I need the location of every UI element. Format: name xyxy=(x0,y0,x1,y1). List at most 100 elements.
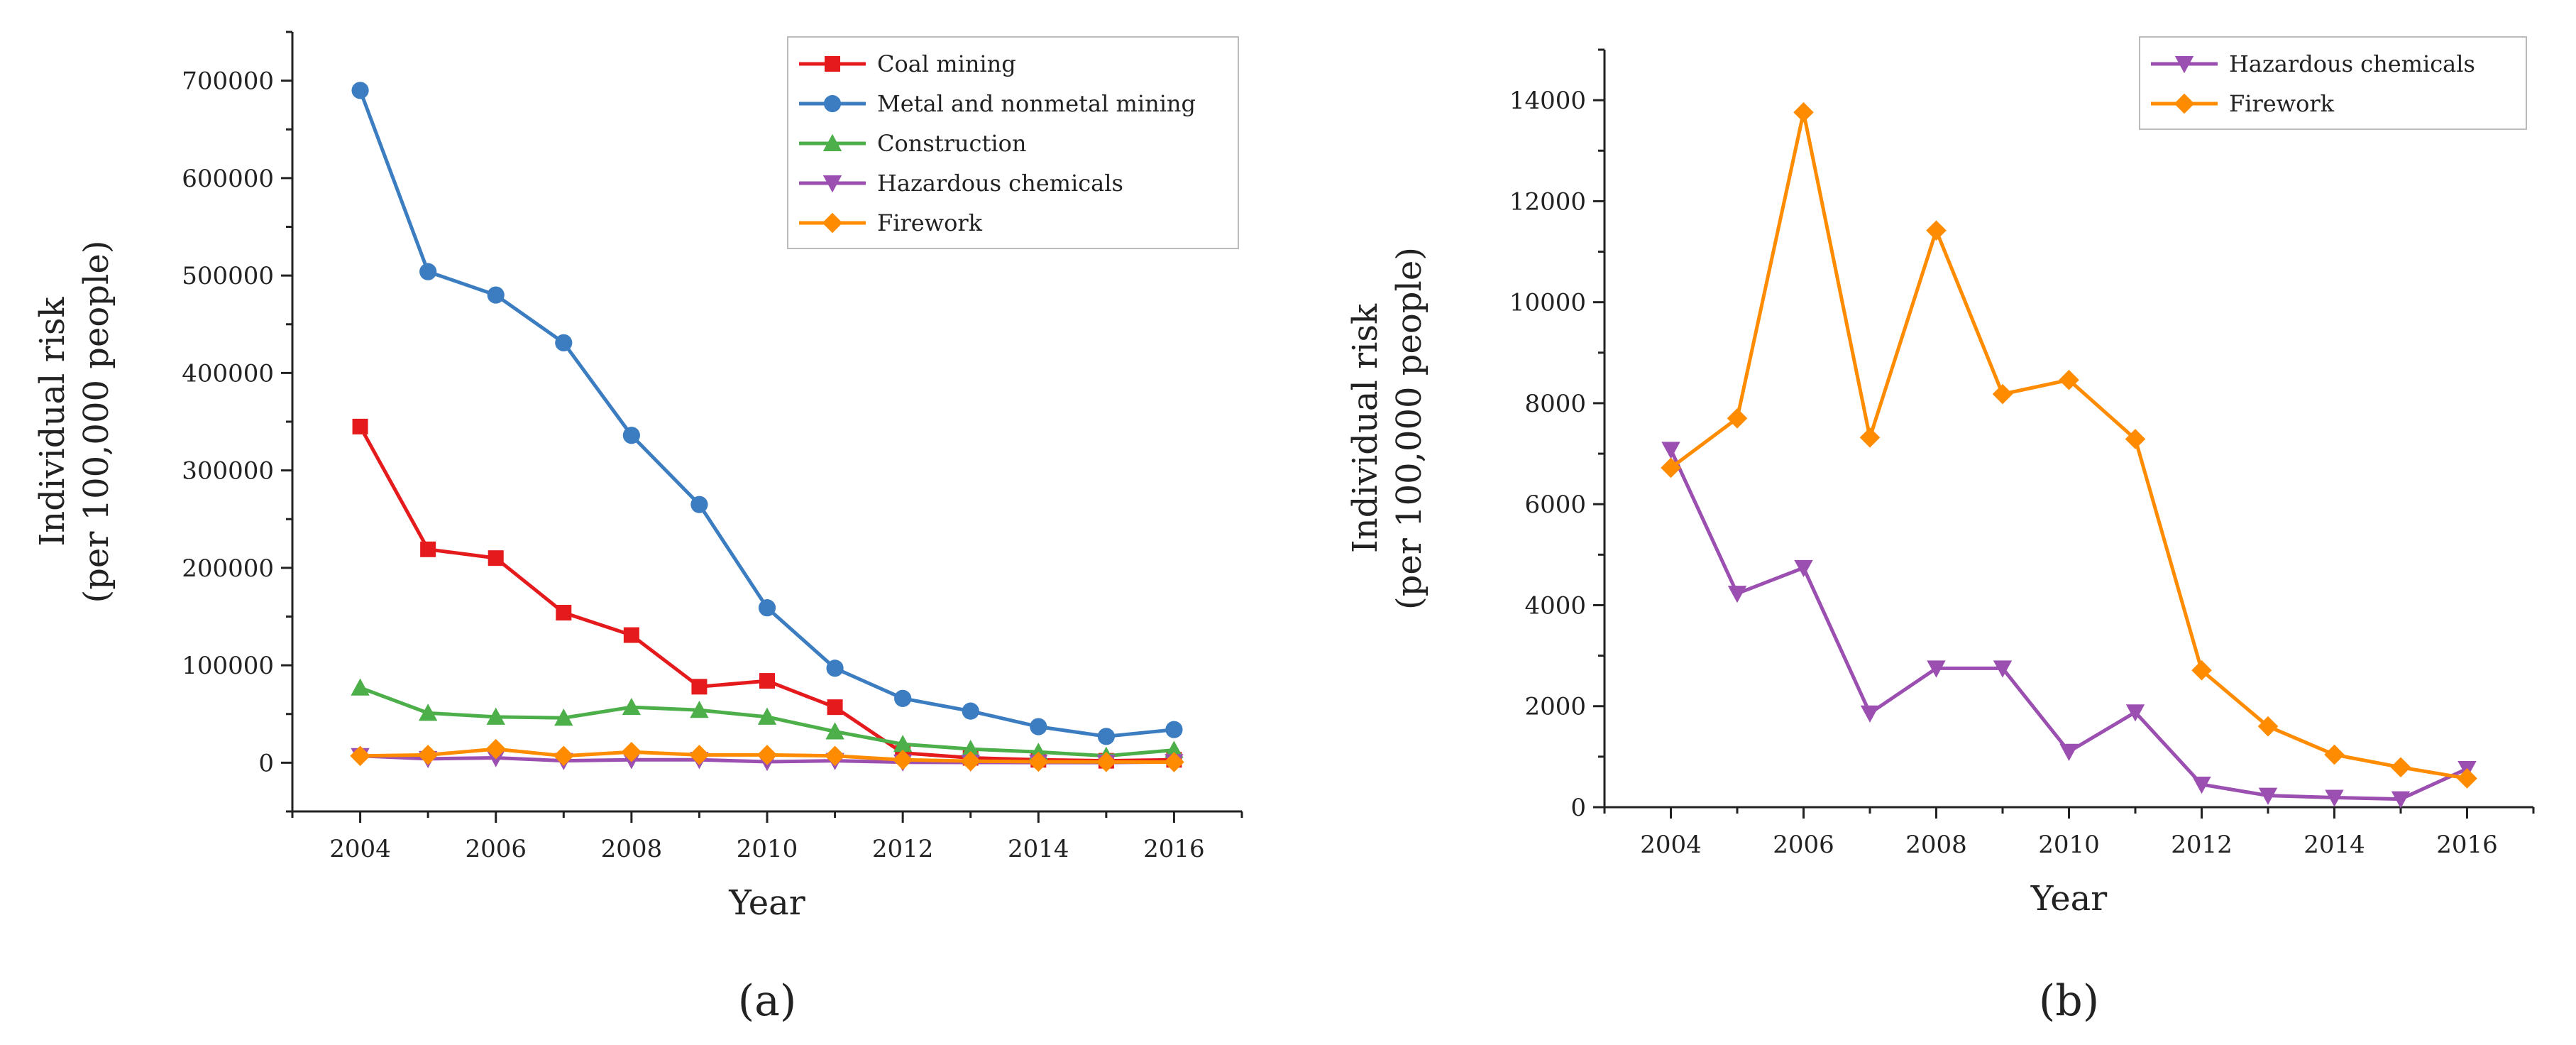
legend-label: Coal mining xyxy=(877,50,1016,77)
data-point xyxy=(825,722,844,740)
x-tick-label: 2012 xyxy=(2171,831,2233,859)
y-tick-label: 12000 xyxy=(1509,187,1586,216)
panel-label: (b) xyxy=(2039,976,2099,1026)
data-point xyxy=(1992,383,2013,405)
data-point xyxy=(1793,102,1814,123)
legend-label: Hazardous chemicals xyxy=(877,170,1123,197)
legend-label: Hazardous chemicals xyxy=(2229,50,2475,77)
data-point xyxy=(1927,660,1946,678)
data-point xyxy=(1661,457,1681,478)
x-tick-label: 2006 xyxy=(1773,831,1834,859)
data-point xyxy=(621,741,642,762)
legend-label: Construction xyxy=(877,130,1026,157)
data-point xyxy=(961,739,980,757)
y-axis-title: Individual risk xyxy=(1345,303,1385,553)
legend-box xyxy=(2139,36,2527,130)
data-point xyxy=(622,427,640,444)
axes: 0 100000 200000 300000 400000 500000 600000 700… xyxy=(33,31,1243,923)
y-axis-subtitle: (per 100,000 people) xyxy=(1389,247,1429,610)
data-point xyxy=(486,707,505,725)
data-point xyxy=(1030,718,1047,735)
data-point xyxy=(960,750,981,772)
data-point xyxy=(488,550,504,567)
data-point xyxy=(758,599,776,617)
y-tick-label: 700000 xyxy=(182,67,274,96)
series-hazardous-chemicals xyxy=(1661,442,2477,809)
data-point xyxy=(1028,751,1049,772)
data-point xyxy=(1096,751,1117,772)
data-point xyxy=(419,263,437,280)
x-tick-label: 2004 xyxy=(329,835,391,863)
legend-swatch-marker xyxy=(2174,56,2194,74)
series-metal-and-nonmetal-mining xyxy=(351,82,1183,745)
y-tick-label: 10000 xyxy=(1509,289,1586,317)
data-point xyxy=(2391,791,2411,809)
data-point xyxy=(351,678,370,696)
data-point xyxy=(485,738,507,760)
panel-label: (a) xyxy=(738,976,797,1026)
x-tick-label: 2014 xyxy=(1008,835,1069,863)
data-point xyxy=(2457,768,2477,789)
y-tick-label: 8000 xyxy=(1524,390,1586,418)
y-tick-label: 14000 xyxy=(1509,87,1586,115)
y-tick-label: 200000 xyxy=(182,554,274,583)
data-point xyxy=(2059,743,2079,761)
x-axis-title: Year xyxy=(728,883,805,923)
legend-label: Metal and nonmetal mining xyxy=(877,90,1196,117)
data-point xyxy=(555,334,573,351)
data-point xyxy=(554,708,573,726)
data-point xyxy=(2125,429,2146,449)
data-point xyxy=(825,745,845,767)
x-axis-title: Year xyxy=(2030,879,2108,919)
data-point xyxy=(2192,776,2211,794)
y-tick-label: 4000 xyxy=(1524,591,1586,620)
x-tick-label: 2010 xyxy=(2038,831,2100,859)
series-line xyxy=(1670,110,2467,780)
series-firework xyxy=(1661,102,2477,789)
data-point xyxy=(2324,744,2345,765)
data-point xyxy=(1661,442,1680,459)
x-tick-label: 2014 xyxy=(2303,831,2365,859)
data-point xyxy=(417,745,439,765)
y-tick-label: 2000 xyxy=(1524,693,1586,721)
legend-swatch-marker xyxy=(822,133,842,151)
data-point xyxy=(690,496,708,513)
data-point xyxy=(894,689,912,707)
data-point xyxy=(826,660,844,677)
legend-swatch-marker xyxy=(823,94,842,113)
data-point xyxy=(2257,716,2279,737)
chart-a: 0 100000 200000 300000 400000 500000 600000 700… xyxy=(33,31,1243,1026)
y-tick-label: 300000 xyxy=(182,457,274,486)
data-point xyxy=(1164,752,1184,772)
y-tick-label: 0 xyxy=(1570,794,1586,822)
data-point xyxy=(2325,789,2344,807)
y-tick-label: 100000 xyxy=(182,652,274,680)
y-tick-label: 6000 xyxy=(1524,491,1586,519)
data-point xyxy=(1860,705,1880,723)
data-point xyxy=(1859,427,1881,448)
data-point xyxy=(757,707,777,725)
y-axis-subtitle: (per 100,000 people) xyxy=(77,240,116,603)
data-point xyxy=(2125,704,2145,722)
series-firework xyxy=(350,738,1184,772)
legend-label: Firework xyxy=(877,209,983,236)
data-point xyxy=(2059,369,2079,390)
data-point xyxy=(487,286,505,304)
data-point xyxy=(689,745,710,765)
legend-swatch-marker xyxy=(2174,93,2195,114)
x-tick-label: 2006 xyxy=(465,835,527,863)
x-tick-label: 2010 xyxy=(737,835,798,863)
y-tick-label: 400000 xyxy=(182,359,274,388)
data-point xyxy=(350,745,370,767)
data-point xyxy=(691,679,708,695)
data-point xyxy=(1926,220,1947,241)
x-tick-label: 2012 xyxy=(872,835,934,863)
x-tick-label: 2008 xyxy=(601,835,663,863)
data-point xyxy=(892,749,913,770)
y-tick-label: 600000 xyxy=(182,165,274,193)
x-tick-label: 2004 xyxy=(1640,831,1702,859)
legend-label: Firework xyxy=(2229,90,2335,117)
legend-swatch-marker xyxy=(822,175,842,193)
data-point xyxy=(690,701,709,718)
data-point xyxy=(2258,787,2278,805)
